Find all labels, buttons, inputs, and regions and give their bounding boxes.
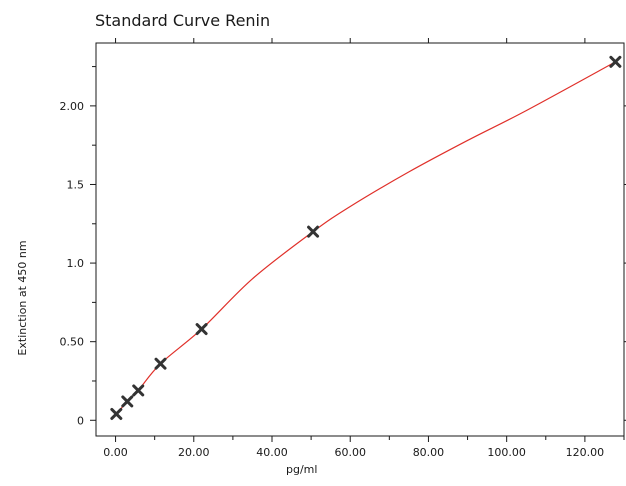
chart-title: Standard Curve Renin (95, 11, 271, 30)
data-point-marker (121, 395, 134, 408)
y-tick-label: 0 (77, 414, 84, 427)
data-point-marker (154, 357, 167, 370)
x-tick-label: 60.00 (334, 446, 366, 459)
x-tick-label: 20.00 (178, 446, 210, 459)
fit-curve (115, 61, 616, 415)
y-tick-label: 1.0 (67, 257, 85, 270)
x-tick-label: 100.00 (487, 446, 526, 459)
data-point-marker (132, 384, 145, 397)
x-tick-label: 80.00 (413, 446, 445, 459)
x-tick-label: 120.00 (566, 446, 605, 459)
plot-frame (95, 42, 625, 437)
x-axis-label: pg/ml (286, 463, 318, 476)
data-point-marker (609, 55, 622, 68)
x-tick-label: 0.00 (103, 446, 128, 459)
y-tick-label: 1.5 (67, 178, 85, 191)
data-point-marker (307, 225, 320, 238)
data-point-marker (110, 407, 123, 420)
x-tick-label: 40.00 (256, 446, 288, 459)
y-tick-label: 2.00 (60, 100, 85, 113)
y-axis-label: Extinction at 450 nm (16, 240, 29, 356)
y-tick-label: 0.50 (60, 336, 85, 349)
data-point-marker (195, 323, 208, 336)
